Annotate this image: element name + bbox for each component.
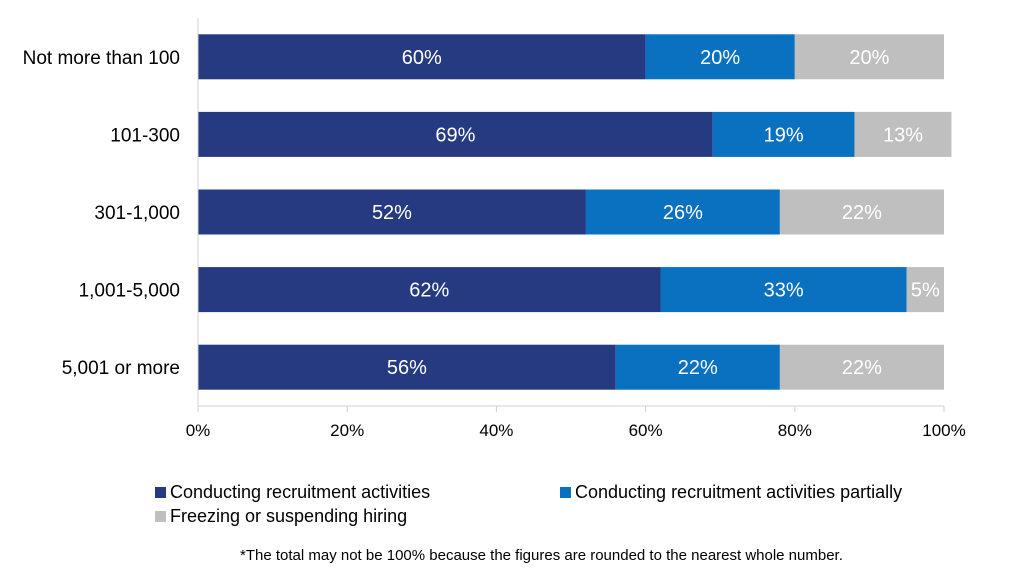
data-label: 60% [402, 47, 442, 69]
legend-label-freezing: Freezing or suspending hiring [170, 506, 408, 526]
legend-swatch-recruitment [155, 486, 166, 498]
bar-segment [198, 344, 616, 390]
bar-segment [779, 189, 944, 235]
bar-segment [906, 267, 944, 313]
data-label: 69% [435, 124, 475, 146]
data-label: 62% [409, 280, 449, 302]
x-tick-label: 40% [479, 421, 513, 440]
legend-swatch-freezing [155, 510, 166, 522]
bar-segment [660, 267, 907, 313]
category-label: 1,001-5,000 [79, 281, 180, 302]
x-tick-label: 80% [778, 421, 812, 440]
category-label: Not more than 100 [23, 48, 180, 69]
data-label: 20% [700, 47, 740, 69]
bar-segment [198, 189, 586, 235]
legend-label-partial: Conducting recruitment activities partia… [575, 482, 903, 502]
x-tick-label: 20% [330, 421, 364, 440]
data-label: 33% [764, 280, 804, 302]
bar-segment [794, 34, 944, 80]
legend-item-recruitment: Conducting recruitment activities [155, 480, 430, 504]
data-label: 22% [842, 357, 882, 379]
data-label: 22% [842, 202, 882, 224]
bar-segment [712, 111, 855, 157]
data-label: 26% [663, 202, 703, 224]
legend-label-recruitment: Conducting recruitment activities [170, 482, 431, 502]
data-label: 19% [764, 124, 804, 146]
bar-segment [645, 34, 795, 80]
bar-segment [779, 344, 944, 390]
bar-segment [198, 267, 661, 313]
legend-item-freezing: Freezing or suspending hiring [155, 504, 407, 528]
stacked-bar-chart: 60% 20% 20% Not more than 100 69% 19% 13% 101-3… [23, 18, 966, 440]
data-label: 52% [372, 202, 412, 224]
category-label: 5,001 or more [62, 358, 180, 379]
legend-item-partial: Conducting recruitment activities partia… [560, 480, 902, 504]
bar-segment [854, 111, 952, 157]
x-tick-label: 0% [186, 421, 211, 440]
data-label: 22% [678, 357, 718, 379]
bar-segment [198, 34, 646, 80]
x-tick-label: 100% [922, 421, 965, 440]
category-label: 301-1,000 [94, 203, 180, 224]
footnote: *The total may not be 100% because the f… [240, 547, 843, 564]
x-tick-label: 60% [629, 421, 663, 440]
data-label: 13% [883, 124, 923, 146]
bar-segment [585, 189, 780, 235]
data-label: 20% [849, 47, 889, 69]
bar-segment [615, 344, 780, 390]
data-label: 5% [911, 280, 940, 302]
data-label: 56% [387, 357, 427, 379]
bar-segment [198, 111, 713, 157]
legend-swatch-partial [560, 486, 571, 498]
category-label: 101-300 [110, 125, 180, 146]
